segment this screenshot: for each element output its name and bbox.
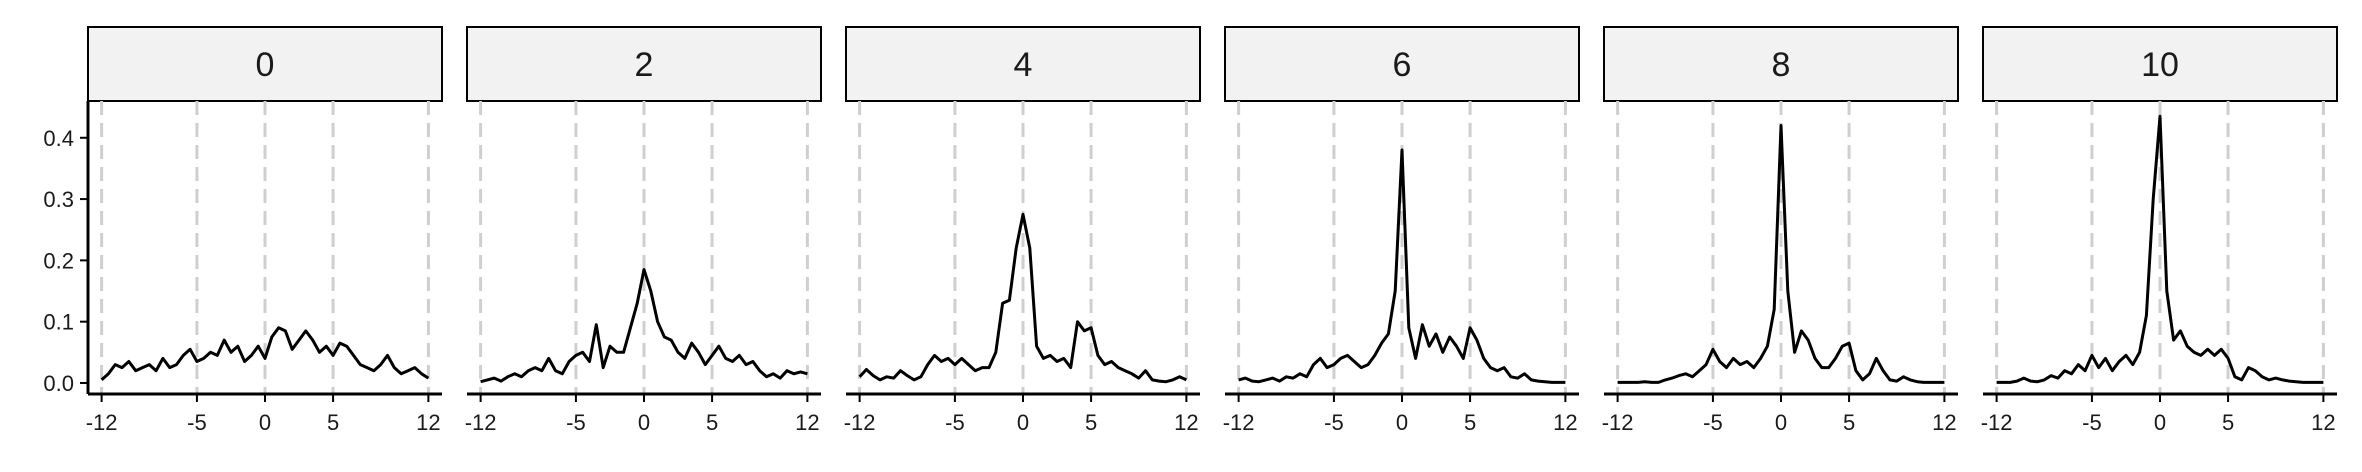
x-tick-label: 12 (1553, 410, 1577, 435)
x-tick-label: -5 (187, 410, 207, 435)
x-tick-label: 5 (1085, 410, 1097, 435)
x-tick-label: -12 (1602, 410, 1634, 435)
facet-strip-label: 10 (2141, 46, 2179, 84)
x-tick-label: 12 (1174, 410, 1198, 435)
x-tick-label: 0 (1396, 410, 1408, 435)
x-tick-label: 5 (327, 410, 339, 435)
y-tick-label: 0.1 (43, 310, 74, 335)
y-tick-label: 0.2 (43, 248, 74, 273)
density-line (480, 268, 808, 384)
x-tick-label: -5 (566, 410, 586, 435)
x-tick-label: -12 (1981, 410, 2013, 435)
density-line (1617, 124, 1945, 384)
x-tick-label: -5 (1703, 410, 1723, 435)
density-line (858, 212, 1188, 384)
density-line (1238, 148, 1566, 384)
y-tick-label: 0.0 (43, 371, 74, 396)
x-tick-label: 0 (638, 410, 650, 435)
facet-strip (466, 26, 822, 102)
x-tick-label: 5 (1464, 410, 1476, 435)
x-tick-label: 12 (795, 410, 819, 435)
x-tick-label: 5 (1843, 410, 1855, 435)
x-tick-label: 0 (1775, 410, 1787, 435)
density-line (100, 326, 430, 382)
x-tick-label: -12 (844, 410, 876, 435)
facet-strip (1224, 26, 1580, 102)
x-tick-label: 12 (1932, 410, 1956, 435)
facet-strip-label: 6 (1393, 46, 1412, 84)
x-tick-label: -12 (86, 410, 118, 435)
x-tick-label: 0 (259, 410, 271, 435)
facet-strip (1603, 26, 1959, 102)
facet-strip-label: 4 (1014, 46, 1033, 84)
facet-strip-label: 2 (635, 46, 654, 84)
x-tick-label: 0 (2154, 410, 2166, 435)
y-tick-label: 0.3 (43, 187, 74, 212)
density-line (1996, 114, 2324, 384)
x-tick-label: -5 (945, 410, 965, 435)
x-tick-label: -12 (1223, 410, 1255, 435)
x-tick-label: -5 (2082, 410, 2102, 435)
x-tick-label: 12 (416, 410, 440, 435)
x-tick-label: 12 (2311, 410, 2335, 435)
x-tick-label: 0 (1017, 410, 1029, 435)
facet-strip-label: 0 (256, 46, 275, 84)
facet-strip (845, 26, 1201, 102)
facet-strip-label: 8 (1772, 46, 1791, 84)
x-tick-label: -12 (465, 410, 497, 435)
x-tick-label: 5 (2222, 410, 2234, 435)
x-tick-label: 5 (706, 410, 718, 435)
y-tick-label: 0.4 (43, 126, 74, 151)
x-tick-label: -5 (1324, 410, 1344, 435)
